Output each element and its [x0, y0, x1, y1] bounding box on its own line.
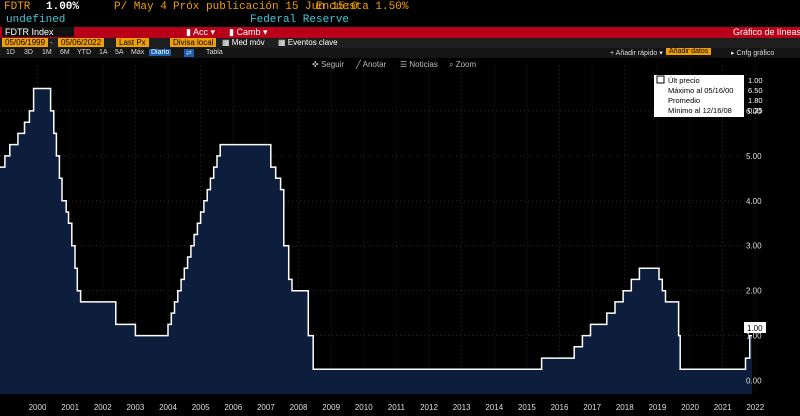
next-publication: Próx publicación 15 Jun 15:0: [173, 1, 358, 13]
y-tick-label: 2.00: [746, 287, 762, 296]
y-tick-label: 5.00: [746, 152, 762, 161]
legend-label: Promedio: [668, 96, 700, 105]
x-tick-label: 2003: [126, 403, 144, 412]
ticker[interactable]: FDTR: [4, 1, 31, 13]
p-label: P/ May 4: [114, 1, 167, 13]
subheader-bar: undefined Federal Reserve: [0, 14, 800, 27]
x-tick-label: 2019: [648, 403, 666, 412]
x-tick-label: 2005: [192, 403, 210, 412]
start-date-input[interactable]: 05/06/1999: [2, 38, 49, 47]
legend-box: [654, 75, 744, 117]
legend: Últ precio Máximo al 05/16/00 Promedio M…: [654, 75, 763, 117]
x-tick-label: 2002: [94, 403, 112, 412]
legend-checkbox[interactable]: [656, 75, 665, 84]
chart-settings-button[interactable]: ▸ Cnfg gráfico: [731, 50, 775, 57]
add-quick-label: Añadir rápido: [615, 50, 658, 57]
x-tick-label: 2004: [159, 403, 177, 412]
legend-value: 1.00: [748, 76, 763, 85]
x-tick-label: 2014: [485, 403, 503, 412]
legend-value: 6.50: [748, 86, 763, 95]
range-bar: 1D 3D 1M 6M YTD 1A 5A Máx Diario ⇄ Tabla…: [0, 48, 800, 59]
x-tick-label: 2007: [257, 403, 275, 412]
legend-value: 0.25: [748, 106, 763, 115]
follow-tool[interactable]: ✜ Seguir: [312, 60, 344, 69]
range-1d[interactable]: 1D: [6, 49, 15, 56]
events-label: Eventos clave: [287, 38, 338, 47]
acc-menu[interactable]: ▮ Acc ▾: [186, 27, 216, 37]
end-date-input[interactable]: 05/06/2022: [58, 38, 105, 47]
period-select[interactable]: Diario: [149, 49, 172, 56]
x-tick-label: 2022: [746, 403, 764, 412]
x-tick-label: 2018: [616, 403, 634, 412]
y-tick-label: 3.00: [746, 242, 762, 251]
header-bar: FDTR 1.00% P/ May 4 Próx publicación 15 …: [0, 0, 800, 14]
currency-select[interactable]: Divisa local: [170, 38, 217, 47]
y-tick-label: 0.00: [746, 377, 762, 386]
moving-avg-label: Med móv: [231, 38, 265, 47]
x-tick-label: 2006: [224, 403, 242, 412]
field-select[interactable]: Last Px: [116, 38, 149, 47]
chart-tools: ✜ Seguir ╱ Anotar ☰ Noticias ⌕ Zoom: [312, 59, 476, 69]
y-tick-label: 6.00: [746, 107, 762, 116]
x-tick-label: 2013: [453, 403, 471, 412]
range-3d[interactable]: 3D: [24, 49, 33, 56]
y-tick-label: 4.00: [746, 197, 762, 206]
chart-kind[interactable]: Gráfico de líneas: [733, 27, 800, 37]
survey: Encuesta 1.50%: [316, 1, 409, 13]
undefined-label: undefined: [6, 14, 66, 26]
range-1a[interactable]: 1A: [99, 49, 108, 56]
series-line: [0, 87, 752, 371]
acc-label: Acc: [192, 27, 208, 37]
legend-label: Máximo al 05/16/00: [668, 86, 733, 95]
last-value-badge-text: 1.00: [747, 324, 763, 333]
x-axis: 2000 2001 2002 2003 2004 2005 2006 2007 2008 2009…: [29, 403, 765, 412]
moving-avg-toggle[interactable]: ▦ Med móv: [222, 38, 265, 47]
range-1m[interactable]: 1M: [42, 49, 52, 56]
add-quick-button[interactable]: + Añadir rápido ▾: [610, 50, 663, 57]
x-tick-label: 2016: [551, 403, 569, 412]
range-6m[interactable]: 6M: [60, 49, 70, 56]
events-toggle[interactable]: ▦ Eventos clave: [278, 38, 338, 47]
camb-menu[interactable]: ▮ Camb ▾: [229, 27, 268, 37]
x-tick-label: 2009: [322, 403, 340, 412]
legend-label: Últ precio: [668, 76, 700, 85]
y-tick-label: 1.00: [746, 332, 762, 341]
area-fill: [0, 88, 752, 394]
index-field[interactable]: FDTR Index: [2, 27, 74, 37]
security-toolbar: FDTR Index ▮ Acc ▾ ▮ Camb ▾ Gráfico de l…: [0, 27, 800, 38]
last-value: 1.00%: [46, 1, 80, 13]
table-button[interactable]: Tabla: [206, 49, 223, 56]
range-ytd[interactable]: YTD: [77, 49, 91, 56]
legend-label: Mínimo al 12/16/08: [668, 106, 732, 115]
x-tick-label: 2000: [29, 403, 47, 412]
chart-area[interactable]: 0.001.002.003.004.005.006.00 2000 2001 200…: [0, 58, 800, 416]
news-tool[interactable]: ☰ Noticias: [400, 60, 438, 69]
compare-icon[interactable]: ⇄: [184, 49, 194, 57]
x-tick-label: 2015: [518, 403, 536, 412]
controls-bar: 05/06/1999 - 05/06/2022 Last Px Divisa l…: [0, 38, 800, 48]
chart-settings-label: Cnfg gráfico: [736, 50, 775, 57]
source-label: Federal Reserve: [250, 14, 350, 26]
x-tick-label: 2012: [420, 403, 438, 412]
x-tick-label: 2010: [355, 403, 373, 412]
camb-label: Camb: [236, 27, 261, 37]
range-max[interactable]: Máx: [131, 49, 145, 56]
legend-value: 1.80: [748, 96, 763, 105]
x-tick-label: 2020: [681, 403, 699, 412]
date-separator-icon: -: [50, 38, 53, 47]
annotate-tool[interactable]: ╱ Anotar: [355, 59, 387, 69]
y-axis: 0.00 1.00 2.00 3.00 4.00 5.00 6.00: [746, 107, 762, 386]
x-tick-label: 2001: [61, 403, 79, 412]
x-tick-label: 2017: [583, 403, 601, 412]
x-tick-label: 2008: [290, 403, 308, 412]
x-tick-label: 2021: [714, 403, 732, 412]
add-data-input[interactable]: Añadir datos: [666, 48, 712, 55]
range-5a[interactable]: 5A: [115, 49, 124, 56]
zoom-tool[interactable]: ⌕ Zoom: [449, 60, 476, 69]
last-value-badge: [744, 322, 766, 333]
x-tick-label: 2011: [388, 403, 406, 412]
